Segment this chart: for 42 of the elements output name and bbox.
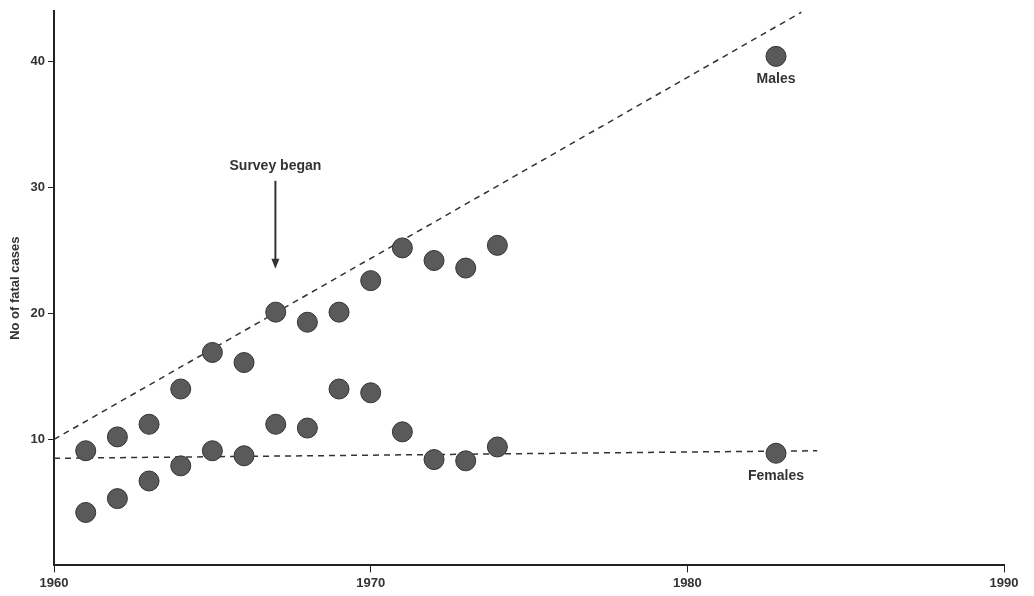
y-tick-label: 10 (30, 430, 46, 446)
point (138, 470, 160, 492)
annotation: Survey began (229, 156, 322, 173)
point (455, 450, 477, 472)
point (486, 234, 508, 256)
point (170, 455, 192, 477)
point (106, 426, 128, 448)
point (170, 378, 192, 400)
point (423, 249, 445, 271)
point (455, 257, 477, 279)
point (106, 488, 128, 510)
point (75, 501, 97, 523)
point (233, 352, 255, 374)
point (423, 449, 445, 471)
point (391, 421, 413, 443)
point (360, 382, 382, 404)
point (360, 270, 382, 292)
point (486, 436, 508, 458)
point (765, 45, 787, 67)
x-tick-label: 1980 (672, 574, 702, 590)
point (296, 311, 318, 333)
y-tick-label: 40 (30, 52, 46, 68)
point (765, 442, 787, 464)
point (201, 341, 223, 363)
x-tick-label: 1960 (39, 574, 69, 590)
x-tick-label: 1970 (356, 574, 386, 590)
point (75, 440, 97, 462)
point (296, 417, 318, 439)
point (265, 413, 287, 435)
series-label: Males (756, 70, 796, 87)
point (328, 301, 350, 323)
point (391, 237, 413, 259)
series-label: Females (747, 467, 805, 484)
y-axis-title: No of fatal cases (7, 236, 23, 340)
point (201, 440, 223, 462)
y-tick-label: 30 (30, 178, 46, 194)
point (265, 301, 287, 323)
point (233, 445, 255, 467)
point (328, 378, 350, 400)
point (138, 413, 160, 435)
y-tick-label: 20 (30, 304, 46, 320)
x-tick-label: 1990 (989, 574, 1019, 590)
